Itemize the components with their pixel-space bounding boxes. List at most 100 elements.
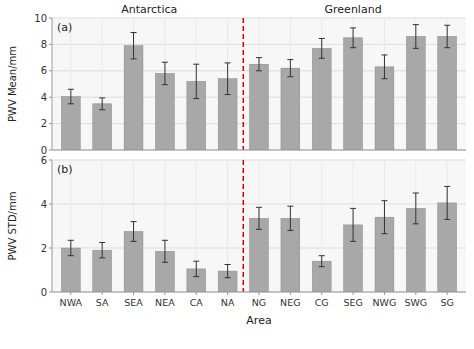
error-cap bbox=[162, 62, 168, 63]
error-cap bbox=[256, 57, 262, 58]
x-axis-label: Area bbox=[246, 314, 271, 327]
error-cap bbox=[99, 97, 105, 98]
panel: 0246NWASASEANEACANANGNEGCGSEGNWGSWGSGAre… bbox=[7, 155, 467, 328]
error-cap bbox=[350, 47, 356, 48]
error-bar bbox=[68, 89, 74, 104]
x-tick-label: NWG bbox=[373, 297, 397, 308]
panel-label: (b) bbox=[57, 163, 73, 176]
error-cap bbox=[193, 261, 199, 262]
error-bar bbox=[381, 55, 387, 79]
error-stem bbox=[290, 206, 291, 230]
y-tick-label: 6 bbox=[41, 65, 47, 76]
error-cap bbox=[319, 266, 325, 267]
error-stem bbox=[70, 240, 71, 255]
error-cap bbox=[99, 109, 105, 110]
error-cap bbox=[131, 221, 137, 222]
error-cap bbox=[256, 70, 262, 71]
error-bar bbox=[287, 60, 293, 77]
error-stem bbox=[196, 64, 197, 98]
error-cap bbox=[287, 59, 293, 60]
bar bbox=[156, 73, 175, 150]
y-tick bbox=[49, 204, 52, 205]
plot-background bbox=[52, 160, 466, 292]
error-stem bbox=[447, 25, 448, 47]
error-cap bbox=[131, 32, 137, 33]
y-tick-label: 6 bbox=[41, 155, 47, 166]
plot-background bbox=[52, 18, 466, 150]
error-stem bbox=[133, 222, 134, 242]
error-cap bbox=[381, 200, 387, 201]
panel-label: (a) bbox=[57, 21, 72, 34]
error-bar bbox=[350, 208, 356, 241]
error-cap bbox=[287, 206, 293, 207]
error-cap bbox=[225, 264, 231, 265]
error-stem bbox=[321, 256, 322, 267]
bar bbox=[312, 48, 331, 150]
bar bbox=[93, 104, 112, 150]
error-stem bbox=[164, 62, 165, 84]
error-cap bbox=[99, 257, 105, 258]
error-cap bbox=[131, 241, 137, 242]
marks bbox=[61, 186, 456, 292]
error-cap bbox=[413, 48, 419, 49]
grid-line bbox=[227, 160, 228, 292]
error-cap bbox=[256, 229, 262, 230]
x-tick bbox=[196, 292, 197, 295]
error-cap bbox=[256, 207, 262, 208]
error-bar bbox=[225, 265, 231, 278]
error-stem bbox=[415, 25, 416, 49]
bar bbox=[375, 67, 394, 150]
error-cap bbox=[381, 54, 387, 55]
y-tick bbox=[49, 150, 52, 151]
bar bbox=[61, 97, 80, 150]
x-tick bbox=[353, 292, 354, 295]
error-stem bbox=[290, 60, 291, 77]
error-bar bbox=[99, 243, 105, 258]
error-bar bbox=[225, 63, 231, 95]
error-bar bbox=[319, 256, 325, 267]
error-bar bbox=[319, 38, 325, 58]
grid-line bbox=[52, 150, 466, 151]
grid-line bbox=[52, 70, 466, 71]
bar bbox=[344, 38, 363, 150]
y-tick bbox=[49, 248, 52, 249]
y-axis bbox=[52, 160, 53, 292]
error-stem bbox=[102, 243, 103, 258]
error-cap bbox=[319, 58, 325, 59]
error-stem bbox=[259, 58, 260, 71]
error-cap bbox=[162, 262, 168, 263]
error-bar bbox=[193, 261, 199, 276]
bar bbox=[438, 36, 457, 150]
error-cap bbox=[225, 277, 231, 278]
y-tick-label: 2 bbox=[41, 243, 47, 254]
x-tick bbox=[164, 292, 165, 295]
y-tick bbox=[49, 123, 52, 124]
error-bar bbox=[350, 28, 356, 48]
error-cap bbox=[319, 255, 325, 256]
error-cap bbox=[413, 223, 419, 224]
x-tick-label: NA bbox=[221, 297, 235, 308]
error-bar bbox=[131, 222, 137, 242]
error-bar bbox=[162, 240, 168, 262]
error-cap bbox=[319, 38, 325, 39]
error-cap bbox=[193, 276, 199, 277]
error-cap bbox=[444, 25, 450, 26]
x-tick-label: SEA bbox=[124, 297, 143, 308]
error-stem bbox=[102, 98, 103, 110]
error-stem bbox=[227, 63, 228, 95]
error-bar bbox=[413, 193, 419, 224]
error-stem bbox=[164, 240, 165, 262]
error-stem bbox=[227, 265, 228, 278]
error-stem bbox=[133, 33, 134, 59]
error-cap bbox=[350, 208, 356, 209]
panel: AntarcticaGreenland0246810PWV Mean/mm(a) bbox=[7, 3, 467, 156]
error-cap bbox=[287, 76, 293, 77]
error-stem bbox=[415, 193, 416, 224]
error-cap bbox=[413, 24, 419, 25]
error-bar bbox=[256, 207, 262, 229]
x-tick bbox=[133, 292, 134, 295]
y-tick bbox=[49, 97, 52, 98]
error-bar bbox=[162, 62, 168, 84]
error-cap bbox=[381, 78, 387, 79]
x-tick-label: CA bbox=[190, 297, 204, 308]
